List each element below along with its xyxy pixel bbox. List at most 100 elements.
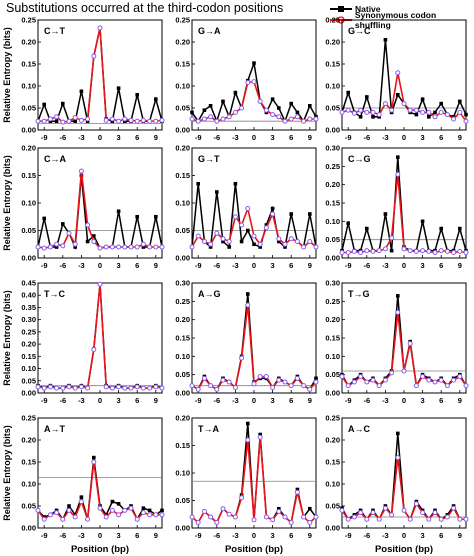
shuffled-point (109, 385, 115, 391)
shuffled-point (245, 206, 251, 211)
shuffled-point (313, 379, 319, 385)
shuffled-point (195, 118, 201, 124)
shuffled-point (189, 116, 195, 122)
shuffled-point (251, 381, 257, 387)
shuffled-point (382, 505, 388, 511)
shuffled-line (37, 171, 162, 249)
x-tick-label: -9 (195, 261, 202, 270)
native-point (85, 239, 90, 244)
x-tick-label: -6 (59, 531, 66, 540)
native-point (258, 245, 262, 249)
shuffled-point (307, 520, 313, 525)
y-tick-label: 0.10 (21, 364, 36, 373)
shuffled-point (78, 499, 84, 505)
x-tick-label: 0 (98, 396, 102, 405)
subplot-5: 0.00 0.05 0.10 0.15 0.20 -9 -6 -3 0 3 6 9 G→T (175, 144, 319, 270)
native-point (147, 508, 152, 513)
native-point (239, 239, 244, 244)
native-point (277, 106, 281, 110)
shuffled-point (226, 114, 232, 120)
y-tick-label: 0.10 (325, 217, 340, 226)
x-tick-label: 0 (402, 531, 406, 540)
shuffled-point (407, 341, 413, 346)
x-tick-label: 3 (117, 531, 121, 540)
y-tick-label: 0.15 (21, 352, 36, 361)
panel-label: A→G (198, 289, 221, 299)
shuffled-point (395, 309, 401, 315)
y-tick-label: 0.25 (325, 414, 340, 423)
native-point (295, 110, 300, 115)
shuffled-point (457, 109, 463, 115)
x-tick-label: 6 (135, 531, 139, 540)
native-point (73, 119, 77, 123)
native-point (208, 245, 213, 249)
legend-native-swatch (330, 5, 352, 12)
shuffled-point (420, 109, 426, 115)
x-tick-label: 3 (271, 261, 275, 270)
y-tick-label: 0.05 (175, 104, 190, 113)
y-tick-label: 0.30 (175, 279, 190, 288)
native-point (42, 216, 46, 221)
native-point (141, 245, 146, 249)
shuffled-point (288, 236, 294, 242)
shuffled-point (41, 245, 47, 251)
shuffled-point (376, 248, 382, 254)
y-tick-label: 0.15 (175, 441, 190, 450)
shuffled-point (239, 355, 245, 361)
x-tick-label: -9 (41, 396, 48, 405)
shuffled-point (47, 244, 53, 250)
shuffled-point (345, 383, 351, 389)
shuffled-line (191, 437, 317, 525)
shuffled-point (282, 379, 288, 385)
shuffled-point (78, 117, 84, 123)
x-tick-label: -6 (213, 133, 220, 142)
shuffled-point (301, 514, 307, 520)
x-tick-label: 9 (308, 396, 312, 405)
x-tick-label: -6 (59, 261, 66, 270)
native-point (246, 292, 250, 296)
y-tick-label: 0.10 (21, 199, 36, 208)
x-tick-label: -6 (213, 396, 220, 405)
native-point (289, 101, 293, 106)
shuffled-point (60, 516, 66, 522)
shuffled-point (263, 225, 269, 231)
shuffled-point (413, 383, 419, 389)
native-point (420, 219, 425, 224)
native-point (208, 104, 213, 108)
y-tick-label: 0.40 (21, 291, 36, 300)
y-tick-label: 0.20 (325, 436, 340, 445)
shuffled-point (420, 248, 426, 254)
shuffled-point (432, 114, 438, 120)
native-point (295, 487, 300, 492)
shuffled-point (413, 501, 419, 507)
shuffled-point (407, 516, 413, 522)
shuffled-point (432, 250, 438, 255)
y-tick-label: 0.30 (21, 315, 36, 324)
shuffled-point (60, 243, 66, 249)
x-tick-label: -9 (345, 531, 352, 540)
shuffled-point (339, 109, 345, 115)
y-tick-label: 0.20 (175, 414, 190, 423)
shuffled-point (345, 107, 351, 113)
x-tick-label: -9 (195, 133, 202, 142)
shuffled-point (370, 510, 376, 516)
x-tick-label: -3 (382, 261, 389, 270)
native-point (135, 93, 139, 97)
x-tick-label: 6 (439, 531, 443, 540)
native-point (464, 112, 468, 117)
shuffled-point (294, 489, 300, 495)
x-tick-label: 0 (252, 133, 256, 142)
native-point (439, 226, 443, 231)
y-tick-label: 0.25 (175, 297, 190, 306)
y-tick-label: 0.15 (21, 171, 36, 180)
x-tick-label: 6 (135, 396, 139, 405)
shuffled-point (220, 506, 226, 512)
shuffled-point (232, 109, 238, 115)
x-tick-label: 3 (117, 261, 121, 270)
x-tick-label: 6 (289, 531, 293, 540)
x-tick-label: 3 (271, 531, 275, 540)
shuffled-point (313, 514, 319, 520)
y-tick-label: 0.10 (175, 469, 190, 478)
legend-native: Native (330, 3, 474, 14)
shuffled-point (47, 116, 53, 122)
